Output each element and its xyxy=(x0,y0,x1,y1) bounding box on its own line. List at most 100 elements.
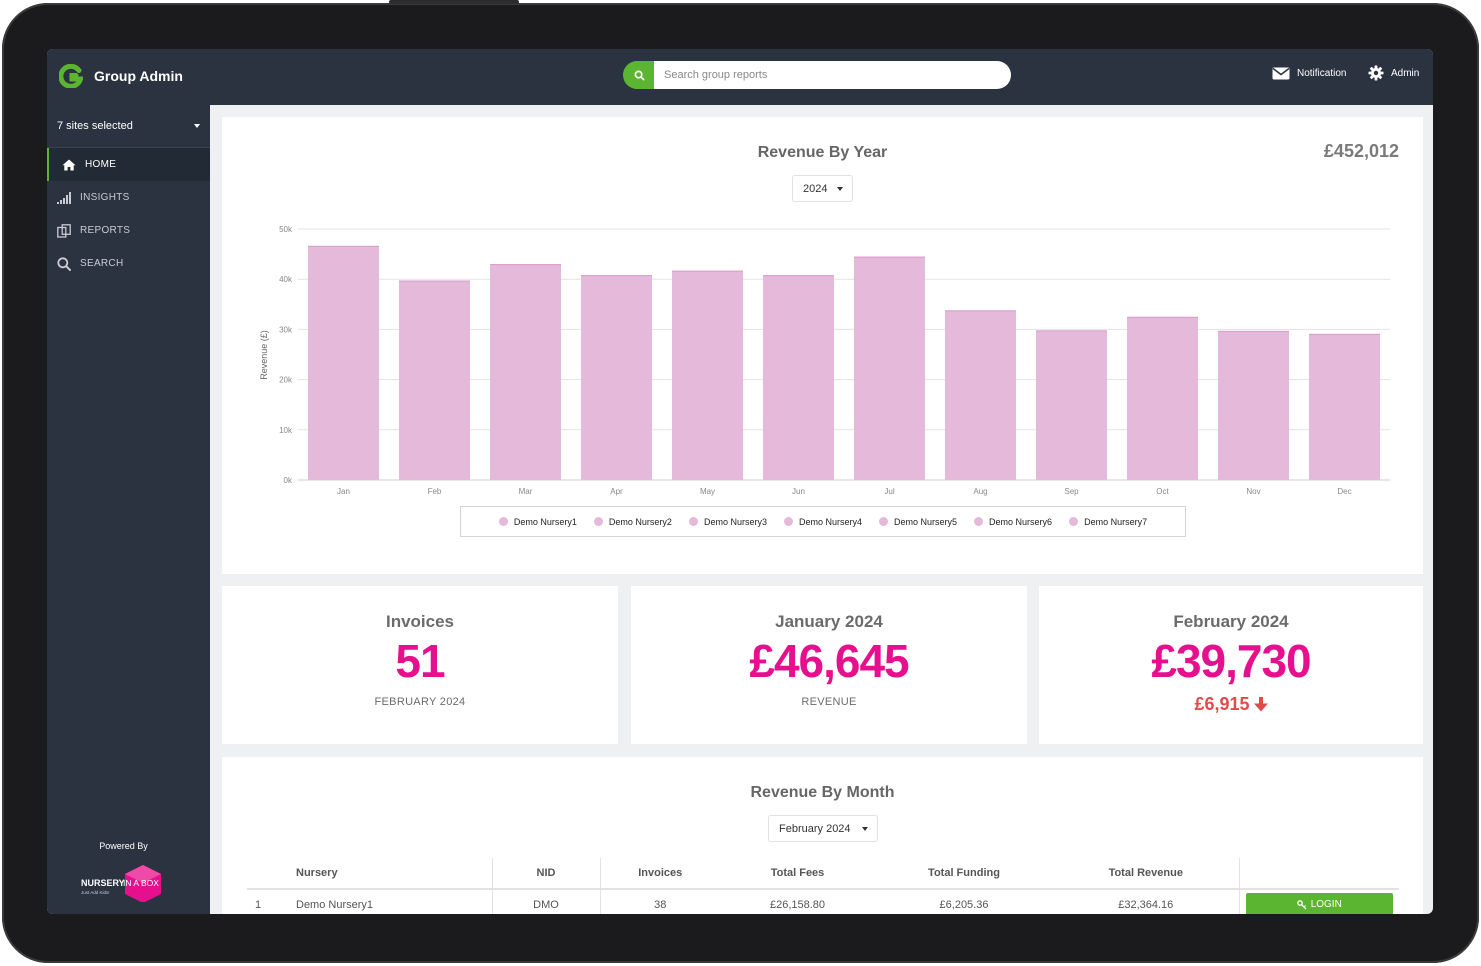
row-nid: DMO xyxy=(492,889,601,914)
sidebar-item-insights[interactable]: INSIGHTS xyxy=(47,181,210,214)
search-icon xyxy=(57,256,71,271)
bar-apr[interactable] xyxy=(581,275,652,480)
logo-tagline: Just Add Kids! xyxy=(81,890,110,895)
column-header-nursery[interactable]: Nursery xyxy=(277,858,493,890)
x-tick-label: Jun xyxy=(792,487,805,496)
chart-legend: Demo Nursery1 Demo Nursery2 Demo Nursery… xyxy=(460,506,1186,537)
search-button[interactable] xyxy=(623,61,655,89)
column-header-total-funding[interactable]: Total Funding xyxy=(875,858,1053,890)
x-tick-label: Jan xyxy=(337,487,350,496)
legend-item-nursery6[interactable]: Demo Nursery6 xyxy=(974,517,1052,527)
column-header-total-fees[interactable]: Total Fees xyxy=(720,858,875,890)
legend-label: Demo Nursery6 xyxy=(989,516,1053,527)
month-select-value: February 2024 xyxy=(779,822,851,835)
legend-swatch xyxy=(783,517,793,526)
y-tick-label: 30k xyxy=(279,325,293,334)
powered-by-label: Powered By xyxy=(99,841,148,851)
revenue-by-month-title: Revenue By Month xyxy=(750,784,895,801)
bar-jul[interactable] xyxy=(854,256,925,480)
login-label: LOGIN xyxy=(1310,899,1342,910)
x-tick-label: Sep xyxy=(1064,487,1079,496)
bar-nov[interactable] xyxy=(1218,330,1289,480)
site-selector-dropdown[interactable]: 7 sites selected xyxy=(47,105,210,148)
stat-title: Invoices xyxy=(385,612,455,631)
home-icon xyxy=(62,159,76,170)
column-header-invoices[interactable]: Invoices xyxy=(600,858,720,890)
legend-swatch xyxy=(974,517,984,526)
legend-item-nursery1[interactable]: Demo Nursery1 xyxy=(498,517,577,527)
bar-sep[interactable] xyxy=(1036,330,1107,480)
column-header-action xyxy=(1239,858,1399,890)
key-icon xyxy=(1296,899,1307,909)
stat-title: January 2024 xyxy=(775,612,883,631)
row-nursery: Demo Nursery1 xyxy=(277,889,493,914)
search-input[interactable] xyxy=(654,61,1011,89)
sidebar-item-search[interactable]: SEARCH xyxy=(47,247,210,280)
top-bar: Group Admin Notification xyxy=(47,49,1433,105)
stat-value: 51 xyxy=(395,635,445,687)
legend-swatch xyxy=(593,517,603,526)
legend-item-nursery2[interactable]: Demo Nursery2 xyxy=(593,517,672,527)
admin-menu-button[interactable]: Admin xyxy=(1368,65,1419,81)
caret-down-icon xyxy=(194,124,200,128)
bar-may[interactable] xyxy=(672,270,743,480)
sidebar-item-reports[interactable]: REPORTS xyxy=(47,214,210,247)
year-total-amount: £452,012 xyxy=(1323,141,1399,161)
year-select-dropdown[interactable]: 2024 xyxy=(792,175,853,202)
invoices-stat-card: Invoices 51 FEBRUARY 2024 xyxy=(222,586,618,744)
y-tick-label: 0k xyxy=(284,476,293,485)
app-screen: Group Admin Notification xyxy=(47,49,1433,914)
legend-item-nursery5[interactable]: Demo Nursery5 xyxy=(879,517,957,527)
bar-oct[interactable] xyxy=(1127,316,1198,480)
sidebar-item-label: SEARCH xyxy=(80,258,124,269)
tablet-top-button xyxy=(389,0,519,4)
legend-swatch xyxy=(879,517,889,526)
logo-word-in-a-box: IN A BOX xyxy=(123,878,159,888)
bar-jun[interactable] xyxy=(763,275,834,480)
legend-swatch xyxy=(688,517,698,526)
sidebar-item-label: REPORTS xyxy=(80,225,131,236)
stat-subtitle: REVENUE xyxy=(801,696,857,708)
legend-item-nursery3[interactable]: Demo Nursery3 xyxy=(688,517,767,527)
chart-gridlines xyxy=(298,228,1390,481)
column-header-nid[interactable]: NID xyxy=(492,858,601,890)
row-total-revenue: £32,364.16 xyxy=(1053,889,1240,914)
revenue-change-value: £6,915 xyxy=(1194,694,1250,714)
bar-feb[interactable] xyxy=(399,280,470,480)
chart-x-ticks: Jan Feb Mar Apr May Jun Jul Aug Sep Oct Nov Dec xyxy=(337,487,1352,496)
search-bar xyxy=(623,61,1011,89)
envelope-icon xyxy=(1272,67,1290,80)
y-axis-label: Revenue (£) xyxy=(259,330,269,380)
y-tick-label: 40k xyxy=(279,275,293,284)
legend-item-nursery4[interactable]: Demo Nursery4 xyxy=(783,517,862,527)
column-header-total-revenue[interactable]: Total Revenue xyxy=(1053,858,1240,890)
row-action-cell: LOGIN xyxy=(1239,889,1399,914)
login-button[interactable]: LOGIN xyxy=(1245,892,1393,914)
revenue-by-year-title: Revenue By Year xyxy=(757,144,888,161)
brand-logo-icon[interactable] xyxy=(59,64,83,88)
table-header-row: Nursery NID Invoices Total Fees Total Fu… xyxy=(247,858,1399,890)
x-tick-label: Aug xyxy=(973,487,987,496)
notification-button[interactable]: Notification xyxy=(1272,67,1346,80)
bar-mar[interactable] xyxy=(490,264,561,480)
legend-swatch xyxy=(1069,517,1079,526)
bar-dec[interactable] xyxy=(1309,333,1380,480)
revenue-by-year-chart: Revenue (£) 0k 10k 20k 30k 40k 50k Jan Feb Mar A… xyxy=(259,225,1390,496)
revenue-change: £6,915 xyxy=(1039,694,1423,715)
chart-bars xyxy=(308,245,1380,480)
sidebar-item-label: HOME xyxy=(85,159,117,170)
month-select-dropdown[interactable]: February 2024 xyxy=(768,815,878,842)
sidebar-item-label: INSIGHTS xyxy=(80,192,130,203)
logo-word-nursery: NURSERY xyxy=(81,878,125,888)
sidebar-item-home[interactable]: HOME xyxy=(47,148,210,181)
bar-aug[interactable] xyxy=(945,310,1016,480)
x-tick-label: Feb xyxy=(428,487,442,496)
row-total-funding: £6,205.36 xyxy=(939,898,989,911)
january-revenue-stat-card: January 2024 £46,645 REVENUE xyxy=(631,586,1027,744)
bar-jan[interactable] xyxy=(308,245,379,480)
sidebar: 7 sites selected HOME INSIGHTS xyxy=(47,105,210,914)
x-tick-label: May xyxy=(700,487,715,496)
legend-item-nursery7[interactable]: Demo Nursery7 xyxy=(1069,517,1147,527)
february-revenue-stat-card: February 2024 £39,730 £6,915 xyxy=(1039,586,1423,744)
chart-y-ticks: 0k 10k 20k 30k 40k 50k xyxy=(279,225,293,485)
